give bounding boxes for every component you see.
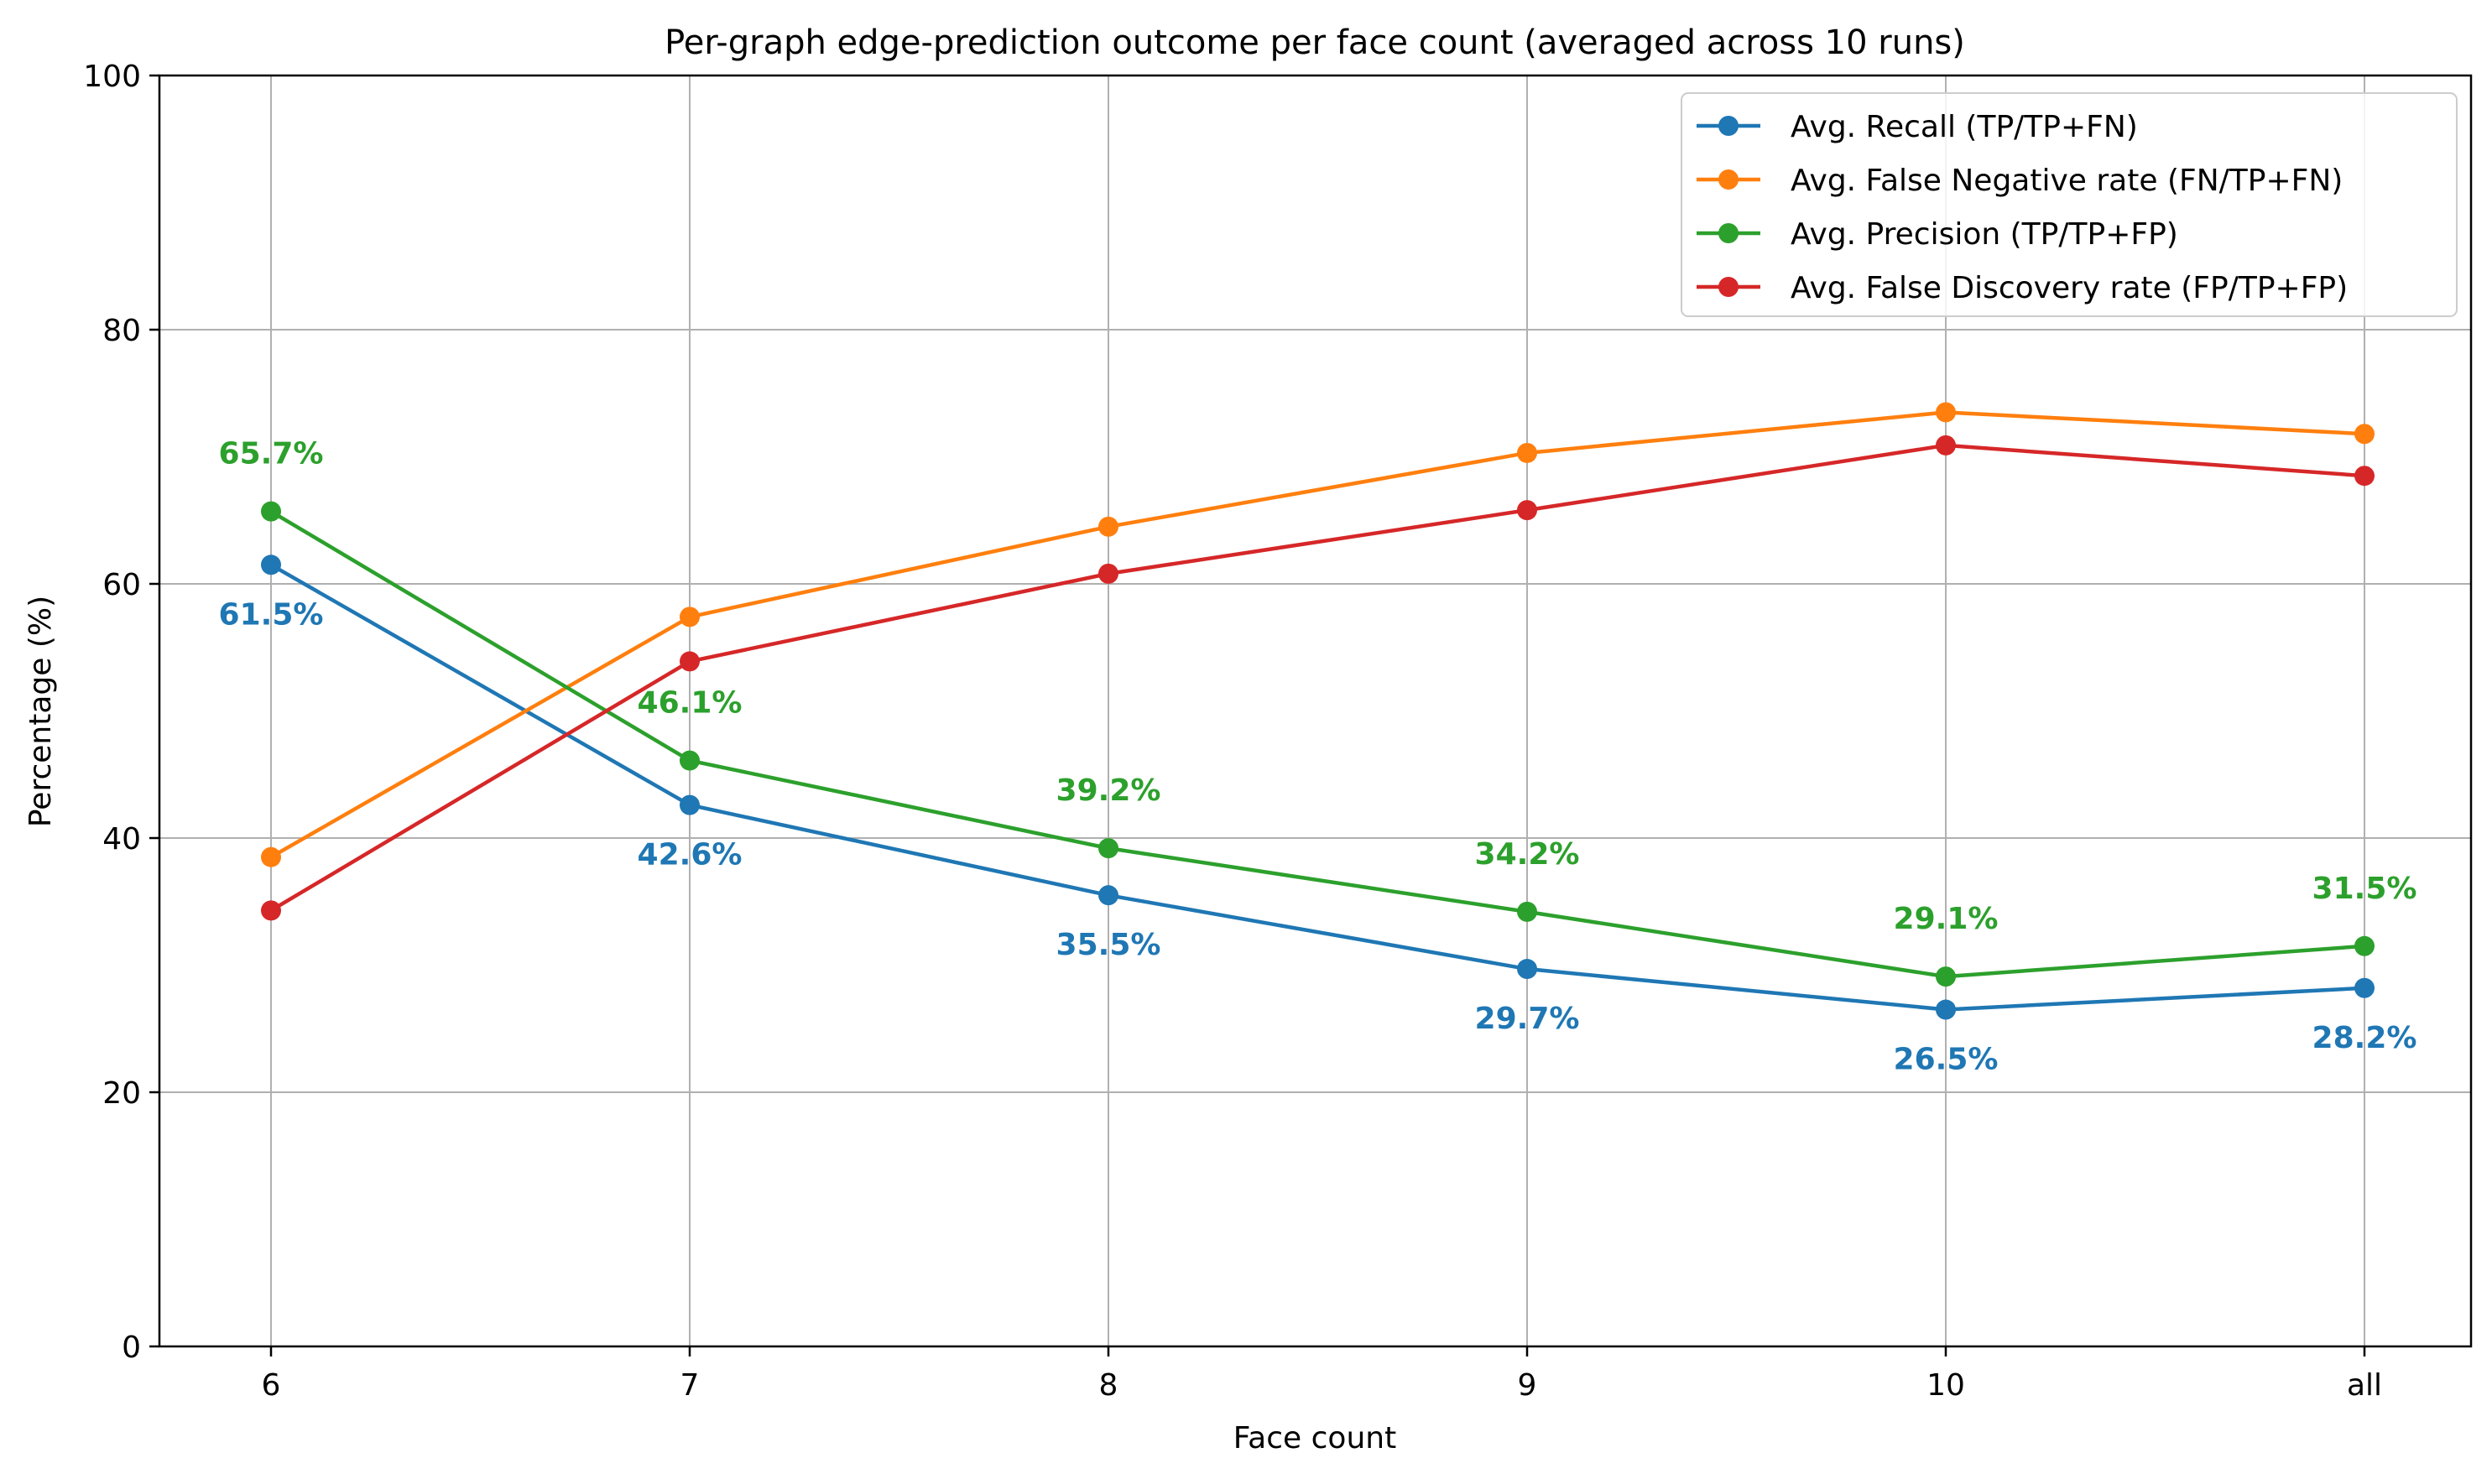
- data-label: 35.5%: [1056, 928, 1161, 962]
- y-tick-label: 0: [122, 1330, 141, 1365]
- data-point: [1517, 500, 1537, 521]
- data-point: [1517, 959, 1537, 980]
- data-label: 42.6%: [638, 838, 743, 872]
- y-tick-label: 20: [102, 1076, 141, 1111]
- data-point: [1936, 966, 1956, 987]
- series-line: [268, 563, 2367, 1012]
- x-tick-label: 9: [1518, 1368, 1537, 1403]
- legend: Avg. Recall (TP/TP+FN) Avg. False Negativ…: [1681, 92, 2458, 317]
- data-point: [1517, 442, 1537, 463]
- data-point: [1098, 838, 1118, 859]
- data-point: [680, 794, 700, 815]
- legend-box: [1681, 92, 2458, 317]
- data-point: [261, 555, 281, 575]
- data-point: [2354, 466, 2375, 487]
- legend-entry: Avg. Precision (TP/TP+FP): [1791, 217, 2178, 252]
- data-point: [1517, 901, 1537, 922]
- legend-entry: Avg. False Negative rate (FN/TP+FN): [1791, 164, 2343, 198]
- data-label: 46.1%: [638, 686, 743, 721]
- data-point: [680, 651, 700, 672]
- x-tick-label: 7: [680, 1368, 700, 1403]
- ticks-layer: 6 7 8 9 10 all 0 20 40 60 80 100: [83, 60, 2382, 1403]
- plot-frame: [158, 74, 2473, 1348]
- y-tick-label: 100: [83, 60, 141, 94]
- series-layer: [261, 402, 2375, 1020]
- data-point: [1098, 516, 1118, 537]
- data-label: 29.1%: [1894, 902, 1999, 936]
- data-label: 65.7%: [219, 437, 324, 471]
- data-label: 39.2%: [1056, 773, 1161, 808]
- data-label: 29.7%: [1475, 1002, 1580, 1036]
- x-tick-label: 6: [262, 1368, 281, 1403]
- data-label: 26.5%: [1894, 1043, 1999, 1077]
- data-label: 34.2%: [1475, 837, 1580, 872]
- legend-swatch-marker: [1718, 277, 1739, 297]
- x-axis-label: Face count: [1233, 1421, 1396, 1455]
- y-tick-label: 60: [102, 568, 141, 602]
- y-tick-label: 40: [102, 822, 141, 857]
- y-axis-label: Percentage (%): [23, 596, 58, 827]
- x-tick-label: 8: [1099, 1368, 1118, 1403]
- data-point: [261, 846, 281, 867]
- data-point: [2354, 424, 2375, 445]
- series-line: [268, 443, 2367, 913]
- data-point: [1936, 999, 1956, 1020]
- series-line: [268, 509, 2367, 979]
- y-tick-label: 80: [102, 314, 141, 348]
- data-point: [1936, 435, 1956, 456]
- legend-swatch-marker: [1718, 116, 1739, 136]
- chart-title: Per-graph edge-prediction outcome per fa…: [665, 23, 1965, 62]
- data-point: [1098, 885, 1118, 906]
- data-point: [1098, 563, 1118, 584]
- data-label: 28.2%: [2312, 1021, 2417, 1055]
- series-line: [268, 410, 2367, 859]
- legend-entry: Avg. Recall (TP/TP+FN): [1791, 110, 2138, 144]
- legend-swatch-marker: [1718, 223, 1739, 243]
- data-point: [261, 900, 281, 921]
- data-point: [2354, 977, 2375, 998]
- data-label: 61.5%: [219, 597, 324, 632]
- data-labels-layer: 61.5% 42.6% 35.5% 29.7% 26.5% 28.2% 65.7% 46.1%…: [219, 437, 2417, 1077]
- data-point: [680, 607, 700, 627]
- x-tick-label: all: [2347, 1368, 2382, 1403]
- data-point: [1936, 402, 1956, 423]
- data-point: [2354, 935, 2375, 956]
- data-point: [680, 750, 700, 771]
- legend-swatch-marker: [1718, 169, 1739, 190]
- legend-entry: Avg. False Discovery rate (FP/TP+FP): [1791, 271, 2348, 305]
- x-tick-label: 10: [1926, 1368, 1965, 1403]
- data-label: 31.5%: [2312, 872, 2417, 906]
- data-point: [261, 501, 281, 522]
